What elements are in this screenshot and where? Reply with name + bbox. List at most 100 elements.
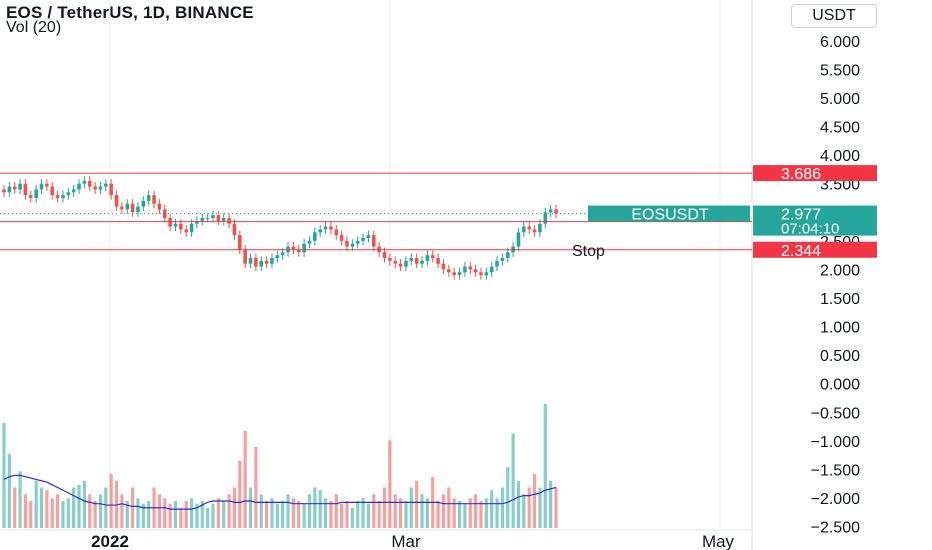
candle-body [414,258,419,264]
candle-body [114,195,119,207]
price-tick-label: 4.500 [820,120,860,137]
candle-body [538,223,542,233]
symbol-tag [588,205,750,222]
volume-bar [323,498,328,528]
currency-selector[interactable]: USDT [791,4,877,28]
time-tick-label: May [702,532,735,550]
price-tick-label: 5.500 [820,62,860,79]
candle-body [516,232,521,247]
volume-bar [447,487,451,528]
volume-bar [275,503,279,528]
candle-body [457,272,462,276]
candle-body [473,269,478,273]
candle-body [141,200,146,207]
volume-bar [23,494,28,528]
current-price-tag [753,205,877,236]
price-tick-label: 1.500 [820,291,860,308]
candle-body [532,229,537,233]
candle-body [243,249,247,264]
volume-bar [522,494,526,528]
volume-bar [297,501,301,528]
candle-body [12,186,17,190]
volume-bar [141,503,145,528]
grid [109,0,753,550]
volume-bar [147,501,151,528]
volume-pane [2,403,558,528]
volume-bar [340,503,344,528]
candle-body [216,215,221,221]
candle-body [291,246,296,250]
volume-bar [189,498,194,528]
candle-body [500,258,505,261]
price-tick-label: −1.000 [811,434,860,451]
volume-bar [409,487,413,528]
volume-bar [415,480,419,528]
candle-body [125,203,130,210]
price-tick-label: 0.500 [820,348,860,365]
volume-bar [270,498,274,528]
price-tick-label: 4.000 [820,148,860,165]
candles [2,176,558,280]
volume-bar [39,487,44,528]
candle-body [323,226,328,230]
candle-body [7,186,12,193]
candle-body [554,209,558,214]
volume-bar [227,494,231,528]
candle-body [259,260,264,267]
candle-body [109,183,113,196]
volume-bar [286,494,290,528]
volume-bar [55,494,60,528]
candle-body [270,258,274,264]
level-price-tag [753,241,877,258]
price-tick-label: 5.000 [820,91,860,108]
candle-body [34,189,38,198]
candle-body [77,183,81,190]
candle-body [393,260,398,264]
candle-body [184,229,189,233]
volume-bar [2,422,6,528]
level-price-label: 2.344 [781,243,821,260]
candle-body [441,263,446,270]
symbol-label: EOSUSDT [631,207,709,224]
candle-body [61,195,65,198]
candle-body [388,258,392,261]
volume-bar [554,487,558,528]
volume-bar [248,487,253,528]
volume-bar [281,501,285,528]
candle-body [548,209,553,213]
candle-body [152,195,156,204]
candle-body [366,235,371,238]
candle-body [382,252,387,258]
candle-body [211,215,215,218]
candle-body [505,252,510,258]
volume-bar [77,484,81,528]
time-tick-label: Mar [391,532,421,550]
volume-bar [114,480,119,528]
candle-body [334,229,339,236]
volume-bar [372,494,376,528]
price-tick-label: 1.000 [820,320,860,337]
candle-body [45,183,49,187]
volume-bar [538,487,542,528]
candle-body [28,195,33,198]
candle-body [104,183,108,187]
volume-bar [393,494,397,528]
candle-body [50,186,55,196]
candle-body [280,252,285,256]
volume-bar [259,494,263,528]
candle-body [275,255,280,258]
volume-bar [50,498,54,528]
volume-bar [168,503,172,528]
volume-bar [82,480,86,528]
candle-body [339,235,344,241]
candle-body [409,258,414,261]
volume-bar [131,487,135,528]
price-tick-label: −1.500 [811,462,860,479]
volume-bar [468,498,472,528]
candle-body [307,240,312,244]
candle-body [18,183,22,190]
volume-bar [356,501,360,528]
candle-body [543,212,548,224]
candle-body [468,266,473,270]
